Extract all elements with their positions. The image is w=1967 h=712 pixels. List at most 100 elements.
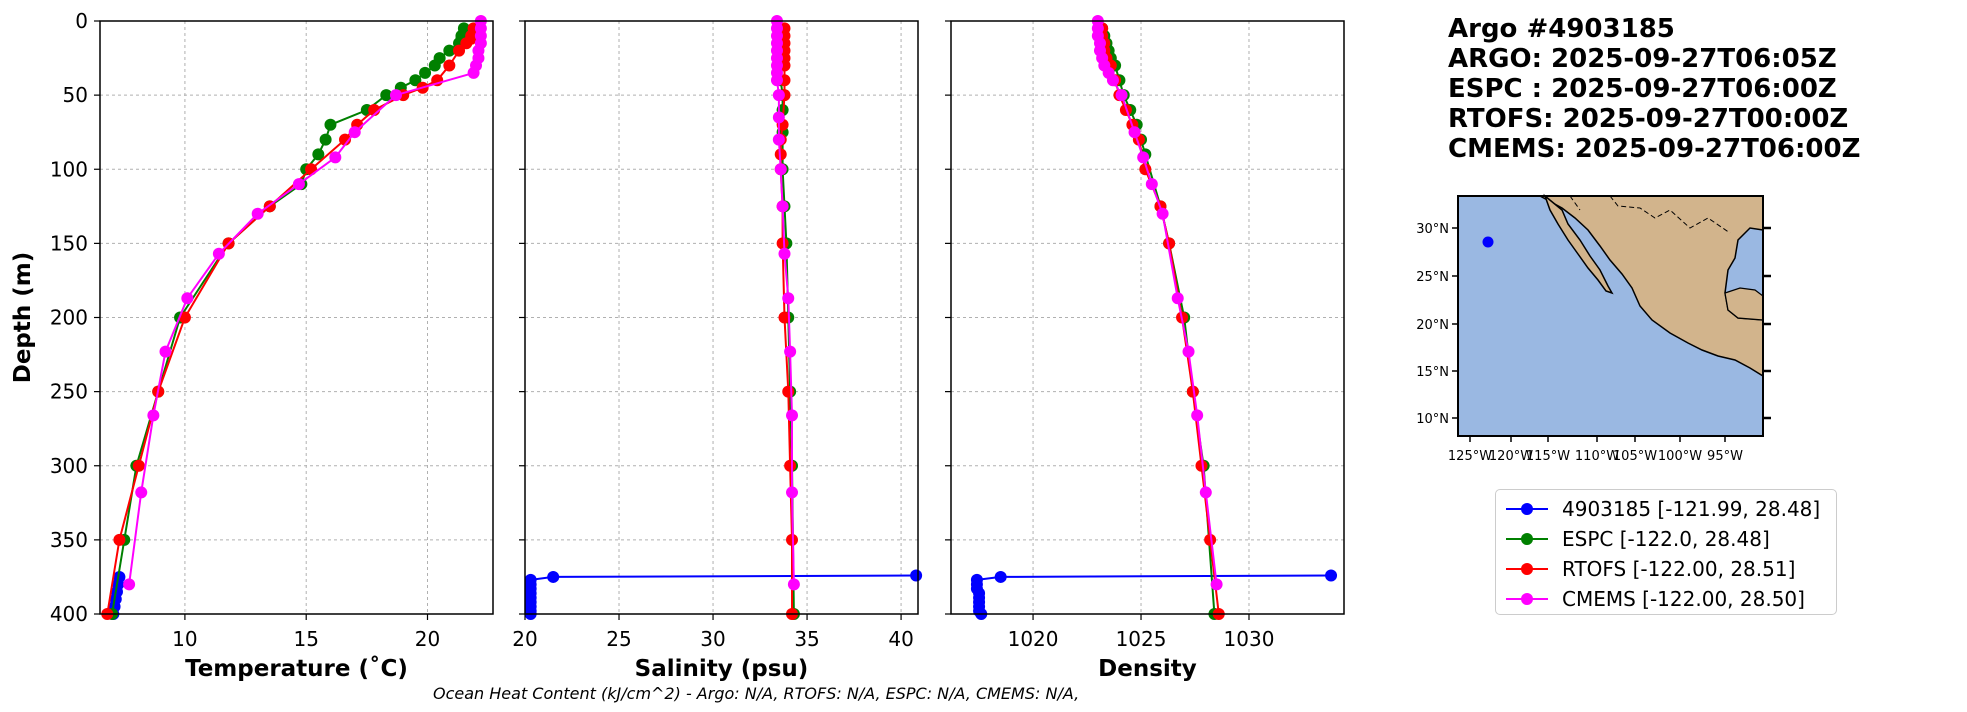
data-point	[910, 569, 923, 582]
data-point	[1195, 459, 1208, 472]
data-point	[178, 311, 191, 324]
axes-frame	[99, 20, 494, 615]
legend-item: 4903185 [-121.99, 28.48]	[1504, 494, 1828, 524]
x-axis-label: Salinity (psu)	[635, 656, 809, 682]
legend-label-cmems: CMEMS [-122.00, 28.50]	[1562, 587, 1805, 611]
x-tick-label: 25	[606, 627, 631, 651]
data-point	[994, 570, 1007, 583]
map-lon-label: 125°W	[1448, 449, 1492, 464]
legend-item: ESPC [-122.0, 28.48]	[1504, 524, 1828, 554]
data-point	[547, 570, 560, 583]
map-lon-label: 110°W	[1575, 449, 1619, 464]
data-point	[181, 292, 194, 305]
data-point	[1115, 89, 1128, 102]
series-line	[975, 574, 1332, 615]
data-point	[1145, 178, 1158, 191]
data-point	[1191, 409, 1204, 422]
map-lat-label: 15°N	[1416, 365, 1449, 380]
data-point	[312, 148, 325, 161]
data-point	[467, 66, 480, 79]
series-line	[106, 28, 475, 615]
data-point	[778, 247, 791, 260]
y-tick-label: 400	[50, 602, 88, 626]
data-point	[772, 133, 785, 146]
data-point	[1128, 126, 1141, 139]
data-point	[389, 89, 402, 102]
float-location-marker	[1482, 236, 1494, 248]
legend-marker-icon	[1506, 593, 1548, 605]
data-point	[1163, 237, 1176, 250]
chart-panels: 10 15 20050100150200250300350400Temperatur…	[10, 9, 1345, 682]
y-tick-label: 300	[50, 454, 88, 478]
title-line-cmems-time: CMEMS: 2025-09-27T06:00Z	[1448, 134, 1861, 164]
map-lon-label: 115°W	[1526, 449, 1570, 464]
data-point	[772, 89, 785, 102]
data-point	[443, 59, 456, 72]
data-point	[1210, 578, 1223, 591]
y-tick-label: 0	[75, 9, 88, 33]
data-point	[776, 200, 789, 213]
data-point	[787, 578, 800, 591]
series-rtofs	[1096, 22, 1225, 620]
x-tick-label: 40	[888, 627, 913, 651]
y-tick-label: 350	[50, 528, 88, 552]
data-point	[776, 237, 789, 250]
y-tick-label: 100	[50, 157, 88, 181]
legend: 4903185 [-121.99, 28.48] ESPC [-122.0, 2…	[1495, 489, 1837, 615]
series-line	[1101, 28, 1216, 615]
title-line-argo-time: ARGO: 2025-09-27T06:05Z	[1448, 44, 1837, 74]
data-point	[324, 118, 337, 131]
map-borders	[1569, 195, 1731, 234]
map-land-baja	[1543, 193, 1614, 295]
chart-panel-1: 10 15 20050100150200250300350400Temperatur…	[10, 9, 494, 682]
data-point	[251, 207, 264, 220]
title-line-espc-time: ESPC : 2025-09-27T06:00Z	[1448, 74, 1837, 104]
legend-label-argo: 4903185 [-121.99, 28.48]	[1562, 497, 1821, 521]
data-point	[443, 44, 456, 57]
data-point	[1325, 569, 1338, 582]
title-line-float-id: Argo #4903185	[1448, 14, 1675, 44]
map-lon-label: 120°W	[1489, 449, 1533, 464]
data-point	[1171, 292, 1184, 305]
figure-title: Argo #4903185 ARGO: 2025-09-27T06:05Z ES…	[1448, 14, 1860, 164]
data-point	[409, 74, 422, 87]
legend-item: RTOFS [-122.00, 28.51]	[1504, 554, 1828, 584]
x-axis-label: Density	[1098, 656, 1197, 682]
data-point	[1106, 74, 1119, 87]
y-tick-label: 200	[50, 306, 88, 330]
data-point	[292, 178, 305, 191]
series-4903185	[970, 569, 1338, 620]
map-lat-label: 10°N	[1416, 412, 1449, 427]
data-point	[419, 66, 432, 79]
y-tick-label: 250	[50, 380, 88, 404]
legend-label-espc: ESPC [-122.0, 28.48]	[1562, 527, 1770, 551]
legend-item: CMEMS [-122.00, 28.50]	[1504, 584, 1828, 614]
y-axis-label: Depth (m)	[10, 252, 36, 384]
data-point	[1204, 533, 1217, 546]
x-tick-label: 1030	[1224, 627, 1275, 651]
x-tick-label: 1020	[1008, 627, 1059, 651]
series-line	[111, 28, 465, 615]
data-point	[123, 578, 136, 591]
series-line	[1101, 28, 1220, 615]
series-rtofs	[101, 22, 480, 620]
x-tick-label: 35	[794, 627, 819, 651]
data-point	[1182, 345, 1195, 358]
data-point	[212, 247, 225, 260]
legend-label-rtofs: RTOFS [-122.00, 28.51]	[1562, 557, 1796, 581]
data-point	[770, 74, 783, 87]
data-point	[774, 163, 787, 176]
series-line	[529, 574, 917, 614]
legend-marker-icon	[1506, 503, 1548, 515]
map-lat-label: 20°N	[1416, 318, 1449, 333]
x-tick-label: 20	[512, 627, 537, 651]
data-point	[772, 111, 785, 124]
data-point	[460, 37, 473, 50]
series-line	[128, 21, 482, 585]
data-point	[305, 163, 318, 176]
chart-panel-3: 1020 1025 1030 Density	[945, 15, 1345, 682]
data-point	[348, 126, 361, 139]
